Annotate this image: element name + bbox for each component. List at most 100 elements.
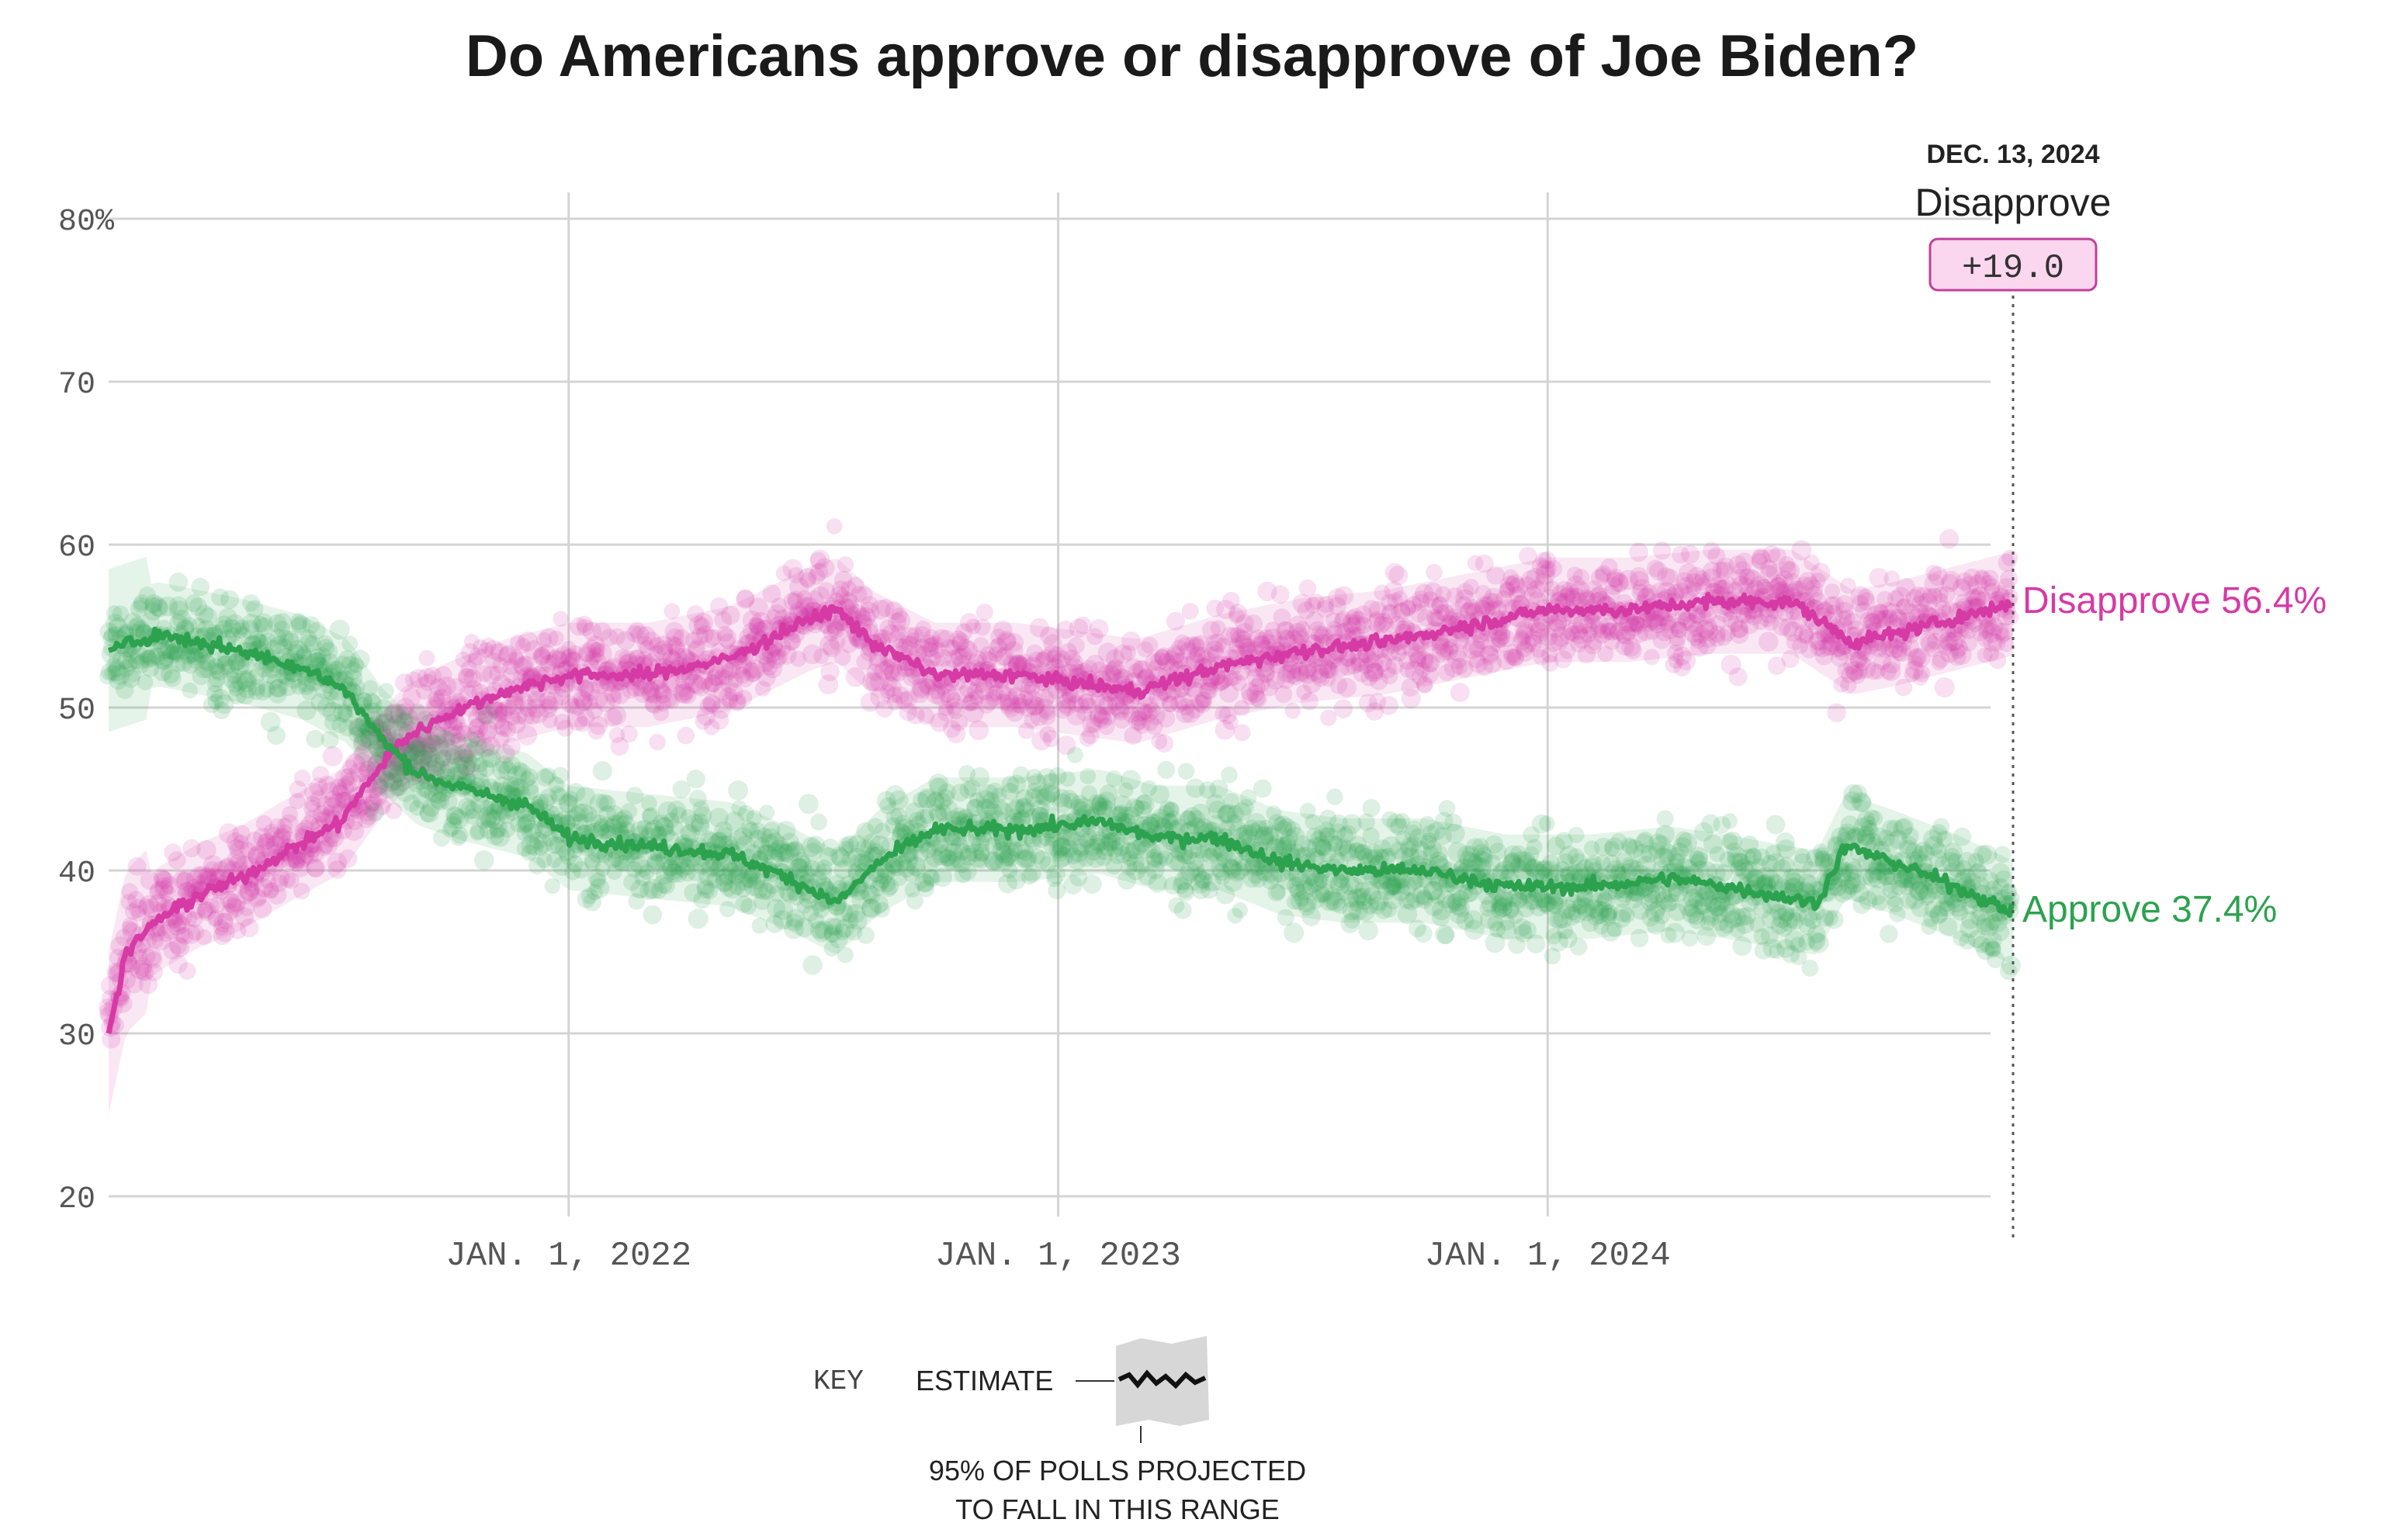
disapprove-poll-dot <box>134 936 151 953</box>
disapprove-poll-dot <box>532 647 551 666</box>
disapprove-poll-dot <box>1090 691 1106 708</box>
disapprove-poll-dot <box>1188 636 1205 652</box>
disapprove-poll-dot <box>879 619 896 636</box>
disapprove-poll-dot <box>699 697 717 715</box>
disapprove-poll-dot <box>1122 705 1140 723</box>
disapprove-poll-dot <box>604 708 622 727</box>
disapprove-poll-dot <box>989 637 1007 654</box>
disapprove-poll-dot <box>661 677 678 694</box>
disapprove-poll-dot <box>621 680 640 699</box>
disapprove-poll-dot <box>990 628 1007 645</box>
disapprove-poll-dot <box>100 976 120 995</box>
disapprove-poll-dot <box>702 694 721 713</box>
approve-poll-dot <box>728 780 749 801</box>
disapprove-poll-dot <box>121 883 138 901</box>
disapprove-poll-dot <box>341 771 362 792</box>
disapprove-poll-dot <box>359 807 378 825</box>
disapprove-poll-dot <box>141 898 162 919</box>
disapprove-poll-dot <box>282 872 300 889</box>
disapprove-poll-dot <box>323 797 344 818</box>
disapprove-poll-dot <box>949 630 967 648</box>
disapprove-poll-dot <box>454 744 473 763</box>
disapprove-poll-dot <box>417 667 437 687</box>
disapprove-poll-dot <box>322 746 343 767</box>
disapprove-poll-dot <box>1026 644 1044 663</box>
disapprove-poll-dot <box>808 568 826 585</box>
approve-poll-dot <box>1765 815 1786 835</box>
disapprove-poll-dot <box>444 748 462 766</box>
disapprove-poll-dot <box>639 656 658 675</box>
disapprove-poll-dot <box>418 649 435 666</box>
disapprove-poll-dot <box>308 846 325 863</box>
disapprove-poll-dot <box>1939 529 1960 549</box>
disapprove-poll-dot <box>1002 655 1020 673</box>
disapprove-poll-dot <box>492 656 509 674</box>
disapprove-poll-dot <box>695 713 712 730</box>
disapprove-poll-dot <box>701 629 720 649</box>
disapprove-poll-dot <box>693 670 714 690</box>
disapprove-poll-dot <box>124 903 142 920</box>
disapprove-poll-dot <box>1003 641 1024 661</box>
disapprove-poll-dot <box>272 868 290 887</box>
disapprove-poll-dot <box>237 887 255 905</box>
disapprove-poll-dot <box>174 927 190 943</box>
disapprove-poll-dot <box>1035 651 1055 671</box>
disapprove-poll-dot <box>1045 649 1062 666</box>
disapprove-poll-dot <box>256 833 275 851</box>
disapprove-poll-dot <box>653 635 674 656</box>
disapprove-poll-dot <box>712 681 733 701</box>
disapprove-poll-dot <box>577 708 595 726</box>
approve-poll-dot <box>802 955 823 975</box>
disapprove-poll-dot <box>640 680 661 701</box>
disapprove-poll-dot <box>1077 694 1095 711</box>
disapprove-poll-dot <box>1107 659 1124 676</box>
disapprove-poll-dot <box>419 673 438 692</box>
disapprove-poll-dot <box>126 891 145 909</box>
disapprove-poll-dot <box>1186 681 1204 699</box>
disapprove-poll-dot <box>296 847 314 867</box>
disapprove-poll-dot <box>1180 642 1198 660</box>
disapprove-poll-dot <box>1157 652 1176 671</box>
disapprove-poll-dot <box>244 881 261 897</box>
disapprove-poll-dot <box>354 799 371 816</box>
disapprove-poll-dot <box>748 617 764 633</box>
disapprove-poll-dot <box>518 631 539 652</box>
disapprove-poll-dot <box>614 649 631 665</box>
disapprove-poll-dot <box>1169 652 1185 669</box>
approve-poll-dot <box>686 770 705 789</box>
disapprove-poll-dot <box>140 870 160 890</box>
disapprove-poll-dot <box>203 861 220 877</box>
disapprove-poll-dot <box>777 645 797 665</box>
disapprove-poll-dot <box>363 793 382 812</box>
disapprove-poll-dot <box>1082 714 1101 733</box>
disapprove-poll-dot <box>1031 730 1052 751</box>
disapprove-poll-dot <box>859 601 880 622</box>
disapprove-poll-dot <box>937 683 957 703</box>
disapprove-poll-dot <box>603 659 621 677</box>
disapprove-poll-dot <box>616 631 636 651</box>
disapprove-poll-dot <box>758 656 774 673</box>
disapprove-poll-dot <box>1131 660 1150 679</box>
disapprove-poll-dot <box>890 624 907 641</box>
disapprove-poll-dot <box>1053 649 1072 669</box>
disapprove-poll-dot <box>636 635 653 653</box>
disapprove-poll-dot <box>721 662 739 680</box>
disapprove-poll-dot <box>413 744 434 765</box>
disapprove-poll-dot <box>1011 655 1028 671</box>
disapprove-poll-dot <box>988 646 1004 663</box>
disapprove-poll-dot <box>1018 699 1037 718</box>
approve-poll-dot <box>1066 746 1083 763</box>
disapprove-poll-dot <box>668 641 686 659</box>
disapprove-poll-dot <box>719 633 736 649</box>
disapprove-poll-dot <box>385 704 405 724</box>
disapprove-poll-dot <box>175 926 194 945</box>
disapprove-poll-dot <box>1027 697 1046 715</box>
disapprove-poll-dot <box>911 677 930 697</box>
disapprove-poll-dot <box>1154 647 1174 666</box>
disapprove-poll-dot <box>1012 693 1028 710</box>
disapprove-poll-dot <box>504 709 521 726</box>
disapprove-poll-dot <box>542 712 558 728</box>
disapprove-poll-dot <box>906 627 924 645</box>
disapprove-poll-dot <box>728 691 747 711</box>
disapprove-poll-dot <box>1000 697 1021 718</box>
